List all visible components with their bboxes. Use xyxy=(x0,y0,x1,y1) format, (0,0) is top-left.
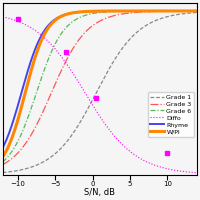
Rhyme xyxy=(36,43,38,45)
Diffo xyxy=(90,101,92,103)
Grade 3 xyxy=(52,88,54,91)
W/PI xyxy=(52,21,54,24)
Grade 3 xyxy=(36,123,38,125)
Line: Rhyme: Rhyme xyxy=(3,11,197,148)
Grade 3 xyxy=(2,163,4,166)
Legend: Grade 1, Grade 3, Grade 6, Diffo, Rhyme, W/PI: Grade 1, Grade 3, Grade 6, Diffo, Rhyme,… xyxy=(148,92,194,137)
Rhyme xyxy=(196,10,198,12)
Grade 3 xyxy=(131,11,134,14)
W/PI xyxy=(196,10,198,12)
Grade 1 xyxy=(52,154,54,157)
Grade 6 xyxy=(52,48,54,50)
Line: Grade 6: Grade 6 xyxy=(3,11,197,162)
Line: W/PI: W/PI xyxy=(3,11,197,157)
Grade 3 xyxy=(116,14,119,16)
Grade 6 xyxy=(90,13,92,15)
Grade 1 xyxy=(131,35,134,37)
Grade 1 xyxy=(90,102,92,104)
Rhyme xyxy=(52,20,54,22)
Grade 6 xyxy=(2,161,4,163)
Line: Grade 1: Grade 1 xyxy=(3,12,197,173)
Diffo xyxy=(148,162,150,164)
W/PI xyxy=(116,10,119,12)
W/PI xyxy=(148,10,150,12)
Diffo xyxy=(2,16,4,18)
Grade 3 xyxy=(90,26,92,28)
Diffo xyxy=(196,172,198,174)
Diffo xyxy=(116,138,119,141)
Rhyme xyxy=(116,10,119,12)
Grade 6 xyxy=(131,10,134,12)
Grade 1 xyxy=(148,22,150,25)
Grade 1 xyxy=(116,54,119,57)
Line: Diffo: Diffo xyxy=(3,17,197,173)
Grade 6 xyxy=(36,89,38,92)
W/PI xyxy=(90,10,92,13)
Diffo xyxy=(131,152,134,155)
Rhyme xyxy=(148,10,150,12)
Grade 6 xyxy=(116,10,119,13)
Rhyme xyxy=(131,10,134,12)
Diffo xyxy=(36,31,38,33)
X-axis label: S/N, dB: S/N, dB xyxy=(84,188,116,197)
Grade 1 xyxy=(36,164,38,166)
Grade 1 xyxy=(2,171,4,174)
Grade 3 xyxy=(196,10,198,12)
Line: Grade 3: Grade 3 xyxy=(3,11,197,165)
Diffo xyxy=(52,45,54,47)
Rhyme xyxy=(90,10,92,13)
W/PI xyxy=(36,50,38,52)
Grade 6 xyxy=(196,10,198,12)
Grade 6 xyxy=(148,10,150,12)
W/PI xyxy=(2,156,4,158)
Grade 3 xyxy=(148,10,150,13)
Grade 1 xyxy=(196,11,198,14)
Rhyme xyxy=(2,146,4,149)
W/PI xyxy=(131,10,134,12)
